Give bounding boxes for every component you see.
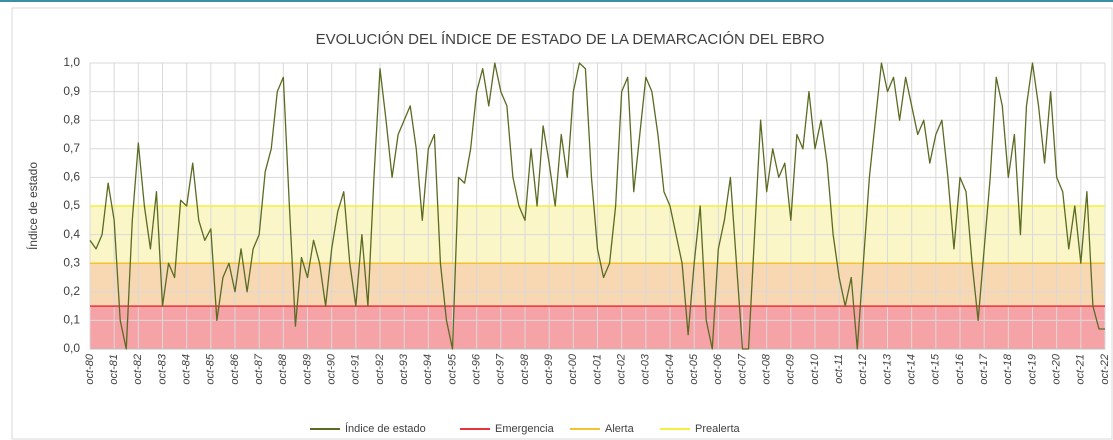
x-tick-label: oct-88 [277, 353, 289, 384]
y-tick-label: 0,2 [63, 284, 80, 298]
y-tick-label: 0,3 [63, 255, 80, 269]
y-tick-label: 1,0 [63, 55, 80, 69]
y-tick-label: 0,5 [63, 198, 80, 212]
y-tick-label: 0,0 [63, 341, 80, 355]
y-tick-label: 0,1 [63, 313, 80, 327]
x-tick-label: oct-01 [591, 354, 603, 385]
x-tick-label: oct-97 [495, 353, 507, 384]
legend-label: Índice de estado [345, 422, 426, 435]
x-tick-label: oct-06 [712, 353, 724, 384]
x-tick-label: oct-90 [326, 353, 338, 384]
x-tick-label: oct-13 [881, 353, 893, 384]
x-tick-label: oct-87 [253, 353, 265, 384]
x-tick-label: oct-00 [567, 353, 579, 384]
x-tick-label: oct-10 [809, 353, 821, 384]
x-tick-label: oct-16 [954, 353, 966, 384]
y-tick-label: 0,6 [63, 170, 80, 184]
y-tick-label: 0,9 [63, 84, 80, 98]
x-tick-label: oct-89 [301, 354, 313, 385]
x-tick-label: oct-93 [398, 353, 410, 384]
x-tick-label: oct-20 [1051, 353, 1063, 384]
legend-label: Prealerta [695, 423, 741, 435]
x-tick-label: oct-81 [108, 354, 120, 385]
y-axis-label: Índice de estado [25, 162, 40, 250]
x-tick-label: oct-86 [229, 353, 241, 384]
series-line [89, 62, 1105, 350]
x-tick-label: oct-22 [1099, 354, 1111, 385]
x-tick-label: oct-85 [205, 353, 217, 384]
x-tick-label: oct-08 [761, 353, 773, 384]
x-tick-label: oct-04 [664, 354, 676, 385]
x-tick-label: oct-21 [1075, 354, 1087, 385]
x-tick-label: oct-15 [930, 353, 942, 384]
chart-title: EVOLUCIÓN DEL ÍNDICE DE ESTADO DE LA DEM… [316, 31, 825, 48]
x-tick-label: oct-82 [132, 354, 144, 385]
x-tick-label: oct-09 [785, 354, 797, 385]
x-tick-label: oct-02 [616, 354, 628, 385]
x-tick-label: oct-83 [156, 353, 168, 384]
y-tick-label: 0,7 [63, 141, 80, 155]
x-tick-label: oct-07 [736, 353, 748, 384]
x-tick-label: oct-19 [1026, 354, 1038, 385]
x-tick-label: oct-96 [471, 353, 483, 384]
chart-frame [11, 7, 1113, 440]
x-tick-label: oct-92 [374, 354, 386, 385]
legend-label: Alerta [605, 423, 635, 435]
y-tick-label: 0,8 [63, 112, 80, 126]
x-tick-label: oct-12 [857, 354, 869, 385]
x-tick-label: oct-91 [350, 354, 362, 385]
x-tick-label: oct-03 [640, 353, 652, 384]
x-tick-label: oct-11 [833, 354, 845, 384]
x-tick-label: oct-05 [688, 353, 700, 384]
x-tick-label: oct-14 [906, 354, 918, 385]
x-tick-label: oct-99 [543, 354, 555, 385]
x-tick-label: oct-80 [84, 353, 96, 384]
x-tick-label: oct-94 [422, 354, 434, 385]
y-tick-label: 0,4 [63, 227, 80, 241]
legend-label: Emergencia [495, 423, 555, 435]
x-tick-label: oct-84 [181, 354, 193, 385]
x-tick-label: oct-95 [446, 353, 458, 384]
x-tick-label: oct-98 [519, 353, 531, 384]
x-tick-label: oct-18 [1002, 353, 1014, 384]
x-tick-label: oct-17 [978, 353, 990, 384]
